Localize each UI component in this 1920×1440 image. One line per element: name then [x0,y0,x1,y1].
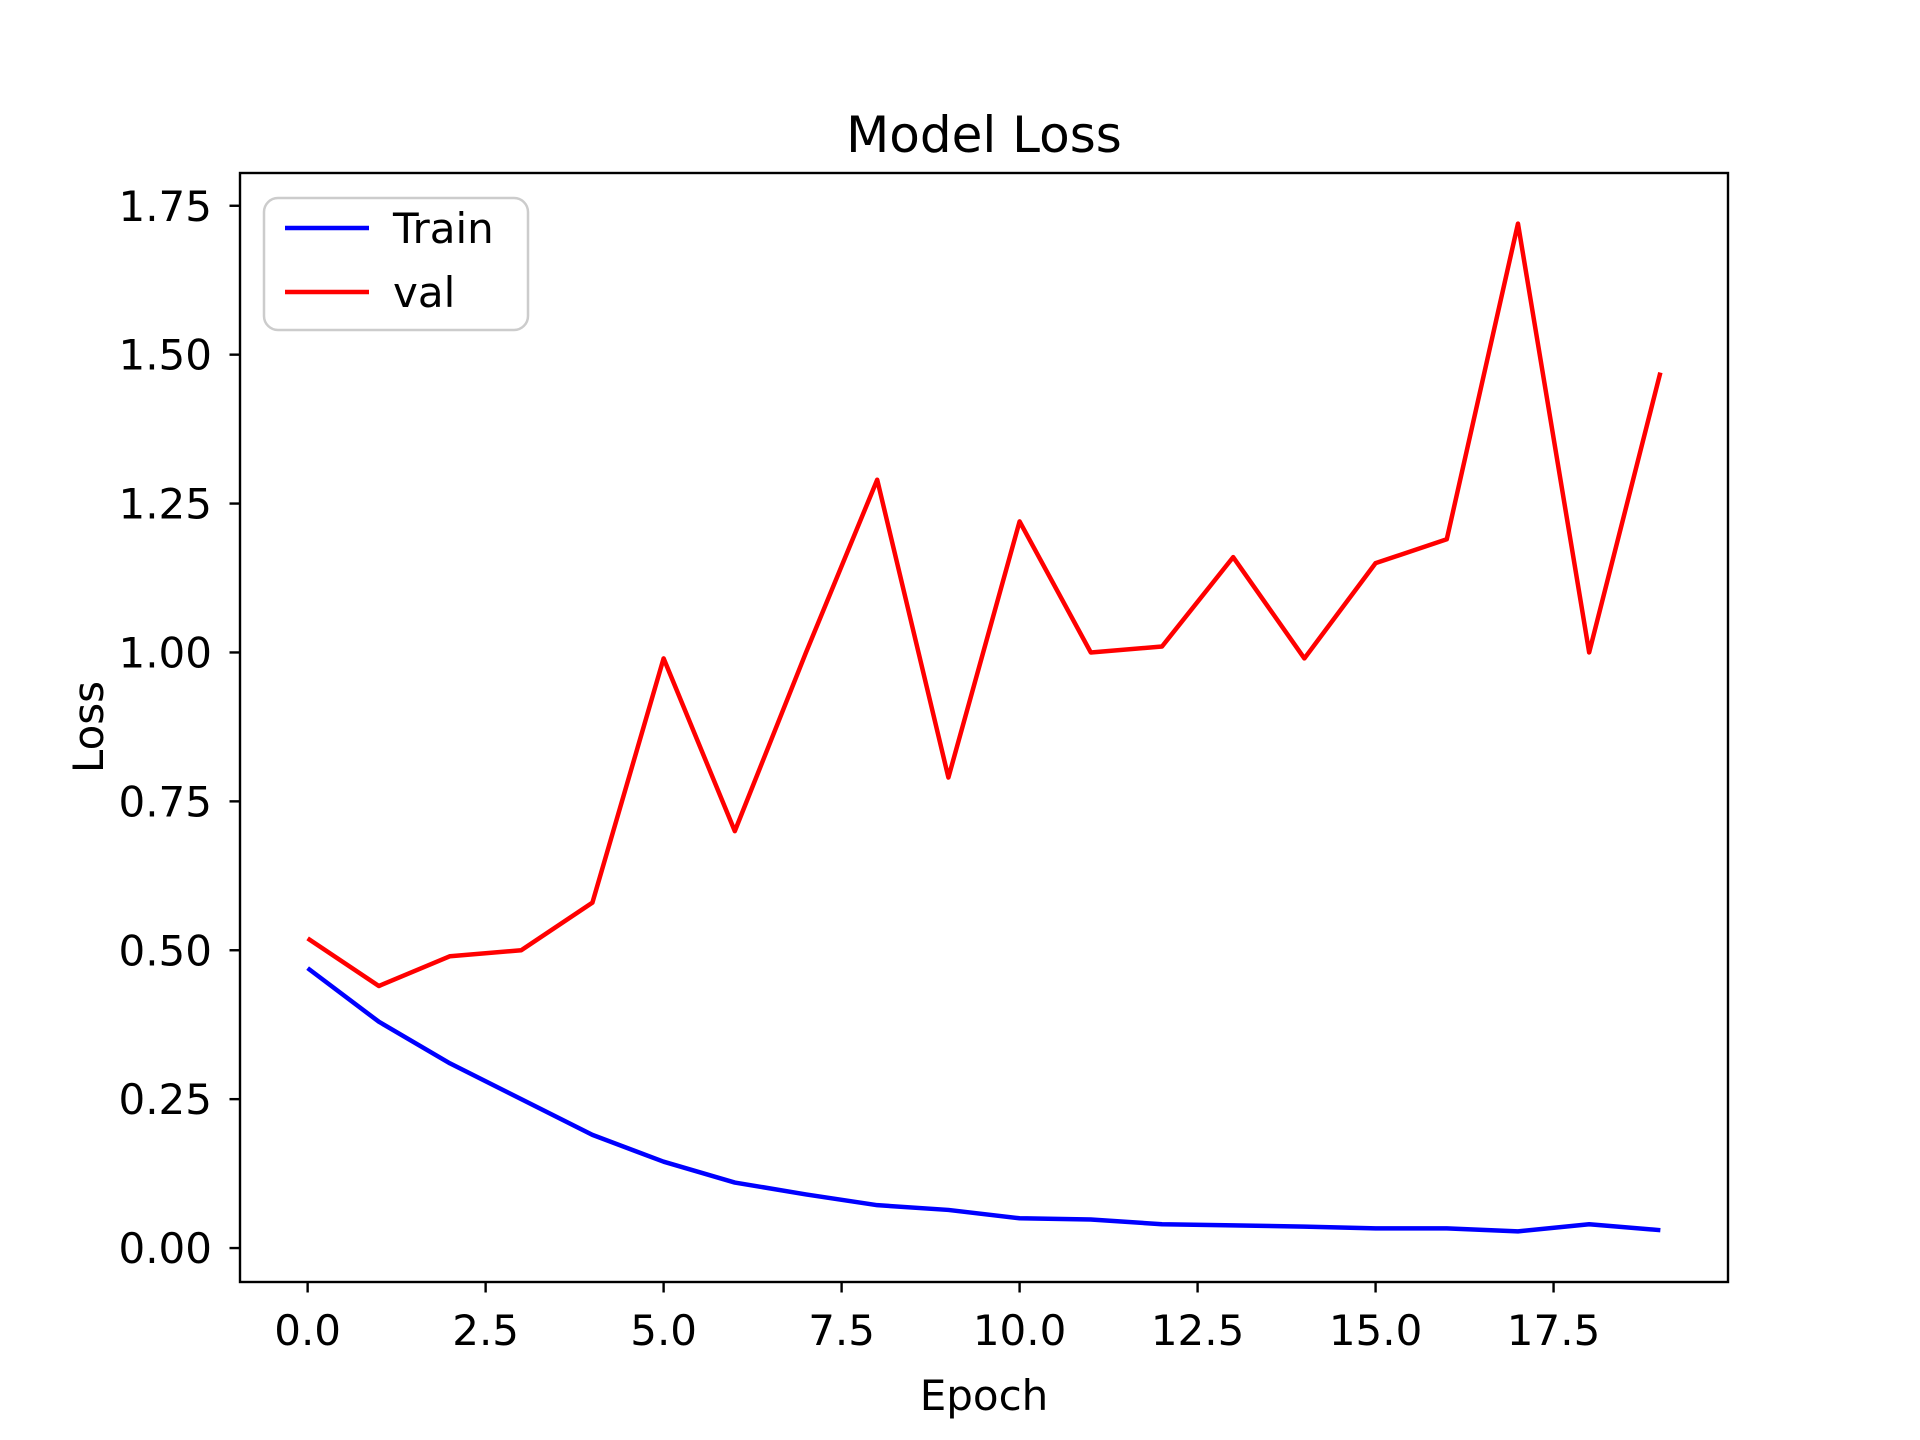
y-axis-label: Loss [64,681,113,773]
legend-box [262,196,530,332]
legend-train-label: Train [392,204,494,253]
legend-val-label: val [393,268,455,317]
y-tick-label: 1.25 [118,480,212,529]
chart-plot-area: 0.0 2.5 5.0 7.5 10.0 12.5 15.0 17.5 0.00 0.25 0.50… [118,171,1730,1355]
x-axis-label: Epoch [920,1371,1049,1420]
x-tick-label: 10.0 [973,1306,1067,1355]
x-tick-label: 7.5 [808,1306,875,1355]
x-tick-label: 12.5 [1151,1306,1245,1355]
y-tick-label: 0.50 [118,926,212,975]
y-tick-label: 1.50 [118,331,212,380]
chart-title: Model Loss [846,106,1122,164]
x-tick-label: 2.5 [452,1306,519,1355]
y-tick-label: 1.75 [118,182,212,231]
y-tick-label: 0.00 [118,1224,212,1273]
x-tick-label: 17.5 [1507,1306,1601,1355]
axes-spines [238,171,1730,1284]
y-tick-label: 0.25 [118,1075,212,1124]
legend: Train val [262,196,530,332]
series-line-val [306,221,1663,989]
x-tick-label: 5.0 [630,1306,697,1355]
series-line-train [306,966,1661,1234]
x-tick-label: 15.0 [1329,1306,1423,1355]
y-tick-label: 0.75 [118,777,212,826]
y-tick-label: 1.00 [118,628,212,677]
x-tick-label: 0.0 [274,1306,341,1355]
